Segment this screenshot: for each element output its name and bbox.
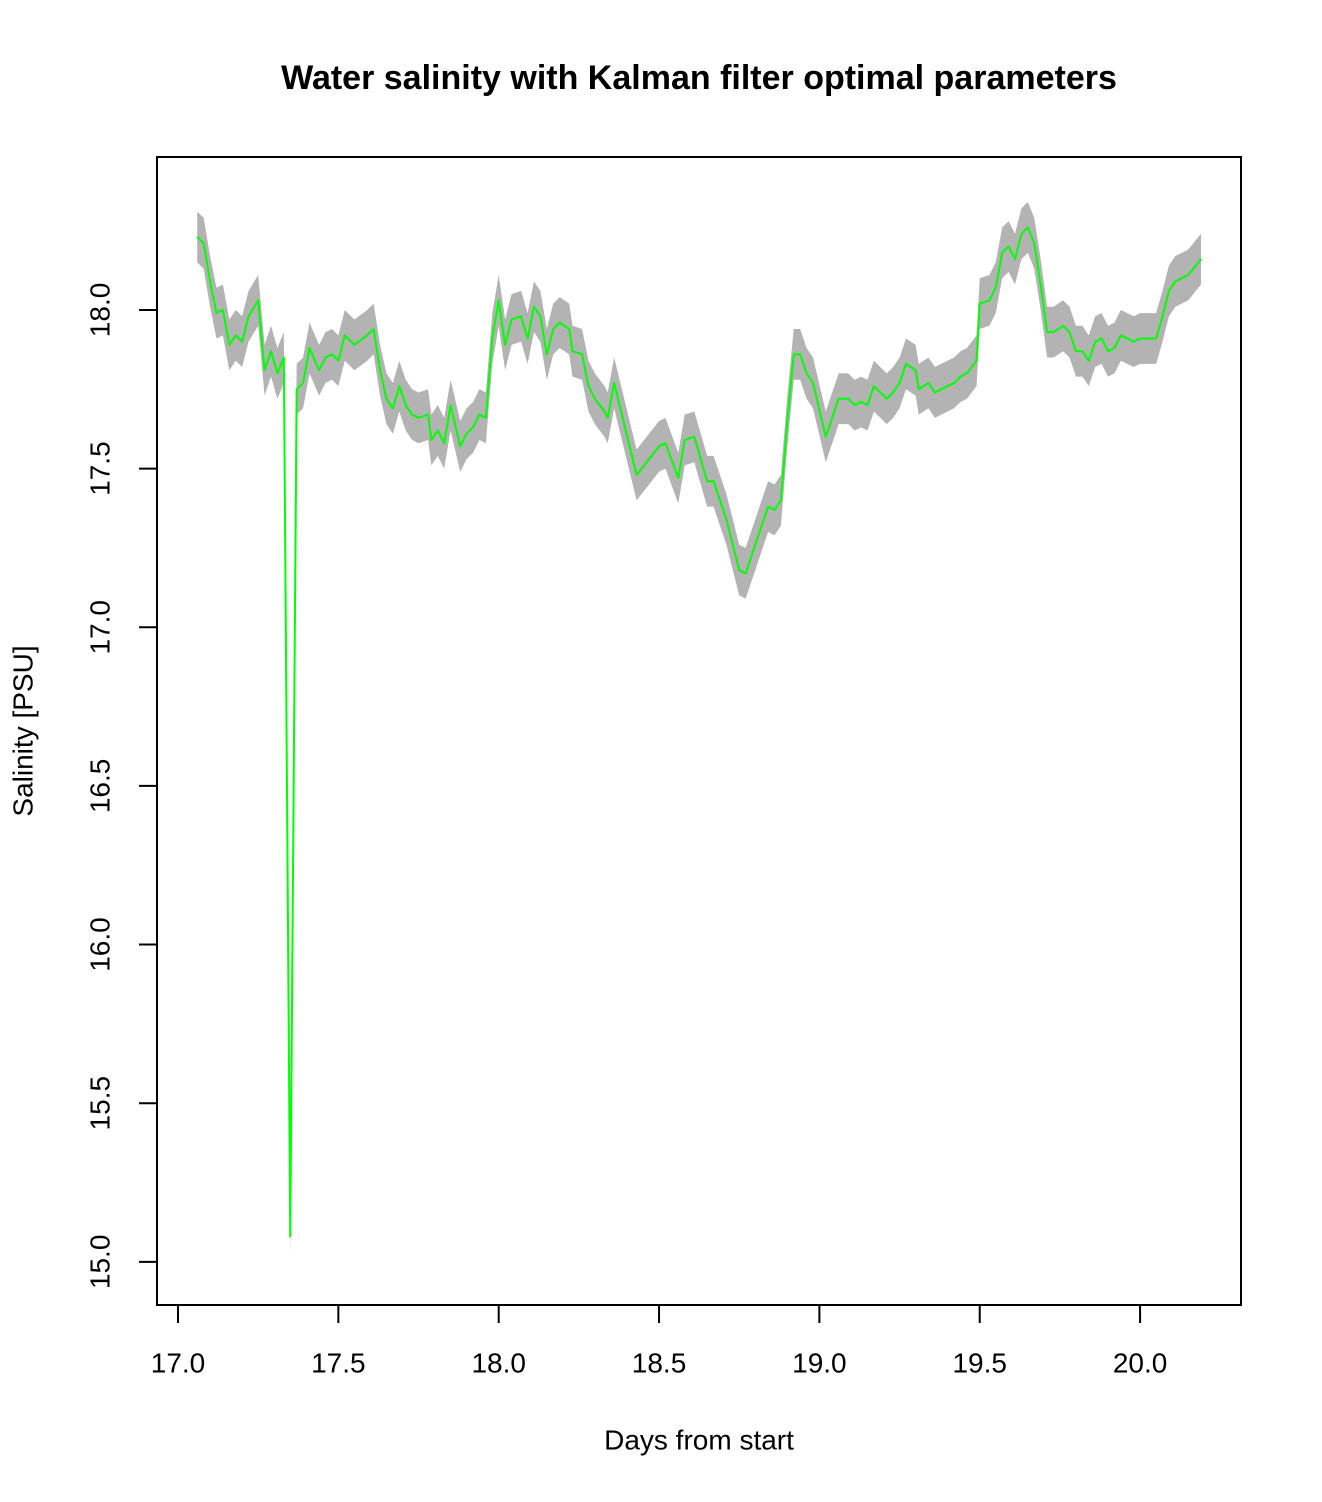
filtered-line	[196, 226, 1202, 1238]
y-tick-label: 18.0	[84, 283, 115, 338]
x-tick-label: 19.5	[952, 1347, 1007, 1378]
x-tick-label: 19.0	[792, 1347, 847, 1378]
y-tick-label: 15.0	[84, 1235, 115, 1290]
y-axis-label: Salinity [PSU]	[7, 645, 38, 816]
x-tick-label: 17.0	[151, 1347, 206, 1378]
x-tick-label: 20.0	[1113, 1347, 1168, 1378]
y-tick-label: 17.5	[84, 441, 115, 496]
x-axis-label: Days from start	[604, 1424, 794, 1455]
y-tick-label: 16.0	[84, 917, 115, 972]
chart-title: Water salinity with Kalman filter optima…	[281, 59, 1117, 97]
x-tick-label: 17.5	[311, 1347, 366, 1378]
y-tick-label: 16.5	[84, 759, 115, 814]
x-tick-label: 18.0	[471, 1347, 526, 1378]
plot-area	[196, 202, 1202, 1256]
x-tick-label: 18.5	[632, 1347, 687, 1378]
y-tick-label: 15.5	[84, 1076, 115, 1131]
y-tick-label: 17.0	[84, 600, 115, 655]
